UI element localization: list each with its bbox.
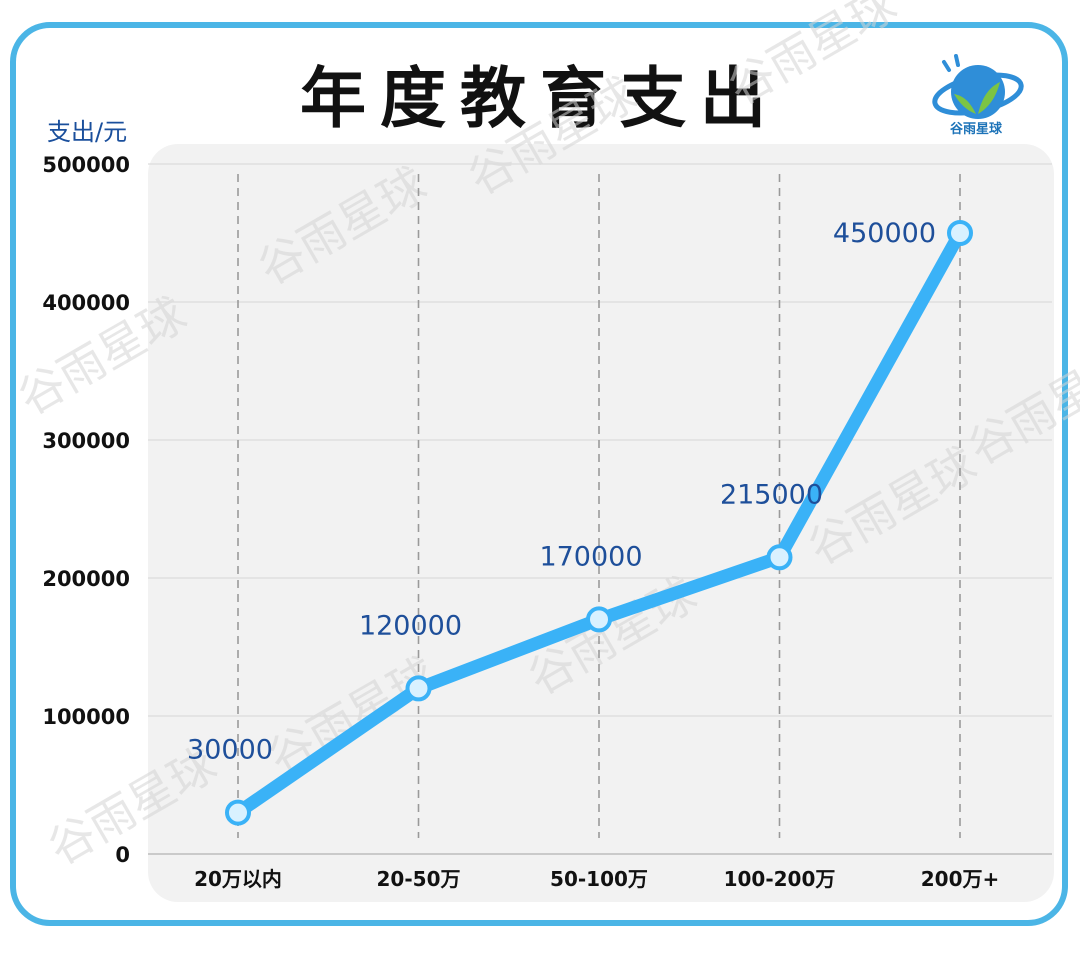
data-point: [586, 606, 612, 633]
y-tick-label: 100000: [42, 705, 130, 729]
y-tick-label: 400000: [42, 291, 130, 315]
x-tick-label: 20万以内: [194, 867, 282, 891]
data-point: [225, 799, 251, 826]
x-tick-label: 100-200万: [724, 867, 836, 891]
y-tick-label: 0: [115, 843, 130, 867]
y-tick-label: 300000: [42, 429, 130, 453]
data-label: 170000: [539, 541, 642, 572]
y-tick-label: 500000: [42, 153, 130, 177]
x-tick-label: 200万+: [921, 867, 1000, 891]
x-tick-label: 50-100万: [550, 867, 648, 891]
data-label: 120000: [359, 610, 462, 641]
data-label: 450000: [833, 218, 936, 249]
y-tick-label: 200000: [42, 567, 130, 591]
data-labels: 30000 120000 170000 215000 450000: [187, 218, 936, 766]
data-point: [947, 220, 973, 246]
watermark-text: 谷雨星球: [719, 0, 905, 116]
x-gridlines: [237, 174, 961, 838]
logo-text: 谷雨星球: [949, 122, 1002, 137]
data-point: [405, 675, 432, 702]
x-tick-labels: 20万以内 20-50万 50-100万 100-200万 200万+: [194, 867, 999, 891]
x-tick-label: 20-50万: [377, 867, 461, 891]
data-point: [766, 544, 793, 571]
planet-sprout-logo-icon: [932, 54, 1024, 119]
data-label: 30000: [187, 735, 273, 766]
chart-title: 年度教育支出: [300, 60, 780, 137]
y-tick-labels: 0 100000 200000 300000 400000 500000: [42, 153, 130, 867]
data-label: 215000: [720, 479, 823, 510]
y-axis-label: 支出/元: [47, 118, 128, 146]
data-points: [225, 220, 973, 826]
y-gridlines: [148, 163, 1052, 717]
